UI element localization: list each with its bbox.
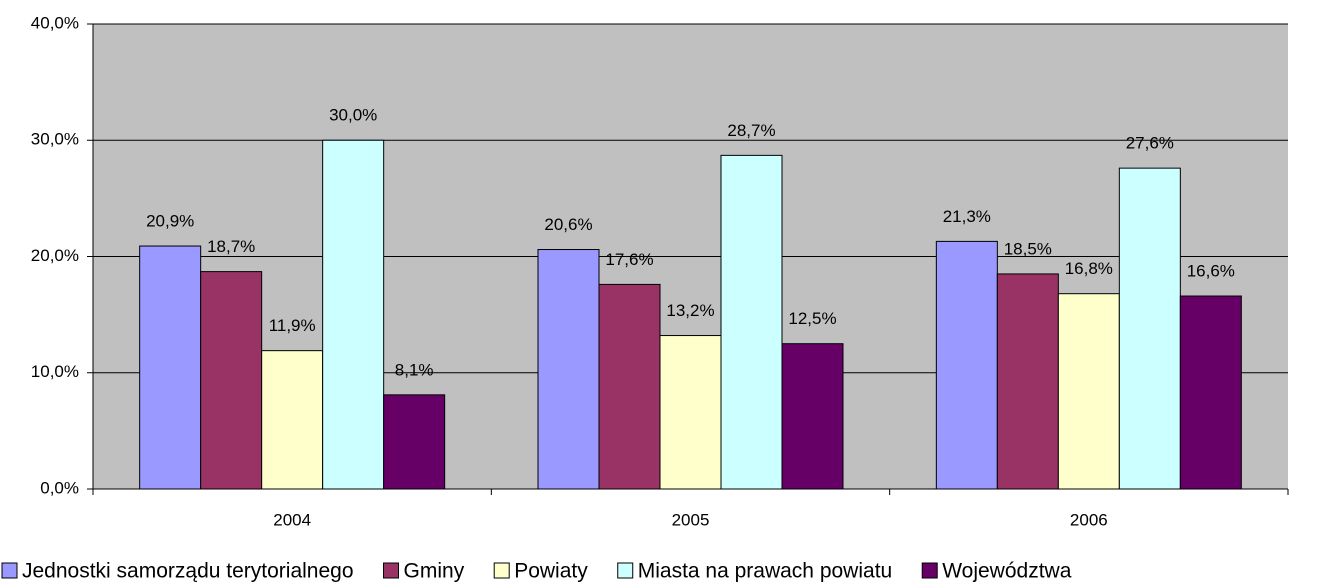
legend-swatch <box>921 562 938 579</box>
bar <box>139 245 202 490</box>
value-label: 11,9% <box>269 316 316 335</box>
bar <box>996 273 1059 490</box>
value-label: 12,5% <box>788 309 836 328</box>
y-tick-label: 0,0% <box>40 478 79 497</box>
legend-swatch <box>617 562 634 579</box>
bar <box>598 283 661 490</box>
bar <box>322 139 385 490</box>
bar <box>261 350 324 490</box>
y-tick-label: 40,0% <box>31 13 79 32</box>
legend-swatch <box>383 562 400 579</box>
bar <box>383 394 446 490</box>
value-label: 30,0% <box>329 106 377 125</box>
value-label: 16,8% <box>1065 259 1113 278</box>
bar <box>1057 293 1120 490</box>
y-tick-label: 10,0% <box>31 362 79 381</box>
bar <box>1118 167 1181 490</box>
y-tick-label: 30,0% <box>31 130 79 149</box>
legend-label: Jednostki samorządu terytorialnego <box>22 560 354 583</box>
value-label: 20,9% <box>146 212 194 231</box>
value-label: 18,5% <box>1004 239 1052 258</box>
legend-swatch <box>493 562 510 579</box>
bar <box>720 154 783 490</box>
value-label: 8,1% <box>395 360 434 379</box>
value-label: 21,3% <box>943 207 991 226</box>
y-tick-label: 20,0% <box>31 246 79 265</box>
legend-label: Gminy <box>404 560 465 583</box>
x-tick-label: 2006 <box>1070 510 1108 529</box>
value-label: 20,6% <box>544 215 592 234</box>
value-label: 18,7% <box>207 237 255 256</box>
bar <box>1179 295 1242 490</box>
x-tick-label: 2005 <box>672 510 710 529</box>
bar <box>935 240 998 490</box>
value-label: 16,6% <box>1187 262 1235 281</box>
value-label: 27,6% <box>1126 134 1174 153</box>
x-tick-label: 2004 <box>273 510 311 529</box>
bar <box>200 271 263 490</box>
value-label: 17,6% <box>605 250 653 269</box>
bar <box>781 343 844 490</box>
legend-label: Powiaty <box>514 560 588 583</box>
bar <box>659 335 722 490</box>
bar <box>537 249 600 490</box>
legend-swatch <box>1 562 18 579</box>
value-label: 28,7% <box>727 121 775 140</box>
legend-label: Województwa <box>942 560 1071 583</box>
legend-label: Miasta na prawach powiatu <box>638 560 892 583</box>
value-label: 13,2% <box>666 301 714 320</box>
